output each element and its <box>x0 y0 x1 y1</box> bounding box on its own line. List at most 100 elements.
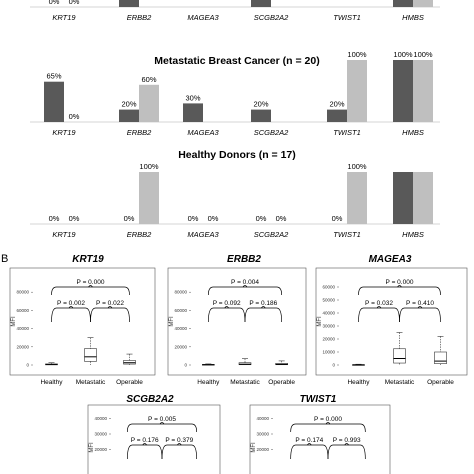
box-metastatic <box>393 348 406 364</box>
box-plot-title: MAGEA3 <box>369 254 412 265</box>
category-label-twist1: TWIST1 <box>333 128 361 137</box>
category-label-magea3: MAGEA3 <box>187 230 219 239</box>
data-label: 60% <box>141 75 156 84</box>
y-tick-label: 30000 <box>256 432 269 437</box>
bracket-right <box>327 444 366 460</box>
y-tick-label: 40000 <box>174 326 187 331</box>
x-category-label: Operable <box>427 379 454 386</box>
box-plot-title: SCGB2A2 <box>126 394 174 405</box>
p-value-overall: P = 0.000 <box>386 279 414 286</box>
bracket-overall <box>358 286 441 296</box>
y-axis-label: MFI <box>169 316 175 327</box>
y-tick-label: 0 <box>332 363 335 368</box>
box-plot-scgb2a2: SCGB2A2 MFI 20000 30000 40000 P = 0.005 P = 0.… <box>87 394 221 474</box>
data-label: 0% <box>256 214 267 223</box>
bracket-overall-tip <box>242 285 248 288</box>
box-plot-magea3: MAGEA3 MFI 0 10000 20000 30000 40000 50000 60000… <box>315 254 468 386</box>
bracket-overall-tip <box>325 422 331 425</box>
category-label-twist1: TWIST1 <box>333 230 361 239</box>
bracket-left <box>51 307 91 323</box>
category-label-krt19: KRT19 <box>52 13 76 22</box>
bracket-right-tip <box>344 443 349 446</box>
bar-erbb2-series-2 <box>139 84 159 122</box>
p-value-overall: P = 0.000 <box>77 279 105 286</box>
data-label: 20% <box>329 100 344 109</box>
x-category-label: Operable <box>268 379 295 386</box>
category-label-erbb2: ERBB2 <box>127 128 152 137</box>
bracket-left-tip <box>224 306 229 309</box>
box-metastatic <box>84 348 97 362</box>
bar-erbb2-series-1 <box>119 0 139 7</box>
bracket-left-tip <box>376 306 382 309</box>
bracket-left-tip <box>142 443 147 446</box>
bracket-left <box>358 307 400 323</box>
plot-frame <box>315 267 468 376</box>
data-label: 100% <box>347 162 367 171</box>
data-label: 20% <box>253 100 268 109</box>
x-category-label: Metastatic <box>76 379 106 386</box>
data-label: 0% <box>124 214 135 223</box>
x-category-label: Healthy <box>347 379 370 386</box>
bracket-left-tip <box>68 306 74 309</box>
bar-chart-2: Metastatic Breast Cancer (n = 20) 65% 20% 3… <box>30 50 440 137</box>
bar-magea3-series-1 <box>183 103 203 122</box>
bracket-left <box>126 444 163 460</box>
bar-hmbs-series-2 <box>413 0 433 7</box>
bar-twist1-series-1 <box>327 109 347 122</box>
data-label: 0% <box>49 0 60 6</box>
bracket-left-tip <box>307 443 312 446</box>
bracket-right-tip <box>177 443 182 446</box>
bar-scgb2a2-series-1 <box>251 109 271 122</box>
data-label: 0% <box>69 214 80 223</box>
data-label: 0% <box>69 112 80 121</box>
bracket-overall <box>207 286 283 296</box>
bracket-right <box>161 444 198 460</box>
y-tick-label: 50000 <box>322 298 335 303</box>
bar-hmbs-series-2 <box>413 60 433 122</box>
bracket-overall-tip <box>88 285 93 288</box>
y-tick-label: 60000 <box>16 308 29 313</box>
p-value-overall: P = 0.005 <box>148 416 176 423</box>
panel-b-box-plots: KRT19 MFI 0 20000 40000 60000 80000 Healthy Meta… <box>9 254 468 474</box>
category-label-magea3: MAGEA3 <box>187 13 219 22</box>
box-plot-erbb2: ERBB2 MFI 0 20000 40000 60000 80000 Healthy Meta… <box>167 254 307 386</box>
y-axis-label: MFI <box>11 316 17 327</box>
box-plot-title: KRT19 <box>72 254 104 265</box>
bracket-right-tip <box>261 306 266 309</box>
x-category-label: Healthy <box>40 379 63 386</box>
bar-chart-title: Metastatic Breast Cancer (n = 20) <box>154 55 319 67</box>
plot-frame <box>9 267 156 376</box>
category-label-erbb2: ERBB2 <box>127 13 152 22</box>
x-category-label: Metastatic <box>230 379 260 386</box>
y-tick-label: 40000 <box>94 416 107 421</box>
box-operable <box>434 351 447 364</box>
y-tick-label: 80000 <box>16 290 29 295</box>
y-tick-label: 40000 <box>256 416 269 421</box>
y-tick-label: 20000 <box>256 447 269 452</box>
bracket-overall-tip <box>159 422 165 425</box>
bar-twist1-series-2 <box>347 60 367 122</box>
bar-hmbs-series-1 <box>393 0 413 7</box>
panel-a-bar-charts: 0%12.5%10.9%0%KRT19ERBB2MAGEA3SCGB2A2TWI… <box>30 0 440 239</box>
bar-scgb2a2-series-1 <box>251 0 271 8</box>
y-tick-label: 0 <box>26 363 29 368</box>
y-tick-label: 30000 <box>322 324 335 329</box>
data-label: 100% <box>393 50 413 59</box>
data-label: 0% <box>208 214 219 223</box>
y-tick-label: 40000 <box>16 326 29 331</box>
x-category-label: Metastatic <box>385 379 415 386</box>
p-value-left: P = 0.002 <box>57 300 85 307</box>
data-label: 30% <box>185 93 200 102</box>
data-label: 0% <box>49 214 60 223</box>
y-tick-label: 60000 <box>322 285 335 290</box>
bracket-right-tip <box>107 306 113 309</box>
y-tick-label: 40000 <box>322 311 335 316</box>
category-label-erbb2: ERBB2 <box>127 230 152 239</box>
y-tick-label: 60000 <box>174 308 187 313</box>
y-tick-label: 80000 <box>174 290 187 295</box>
p-value-left: P = 0.032 <box>365 300 393 307</box>
category-label-scgb2a2: SCGB2A2 <box>254 13 289 22</box>
p-value-left: P = 0.174 <box>295 437 323 444</box>
box-plot-title: TWIST1 <box>300 394 337 405</box>
bracket-overall <box>126 423 198 433</box>
